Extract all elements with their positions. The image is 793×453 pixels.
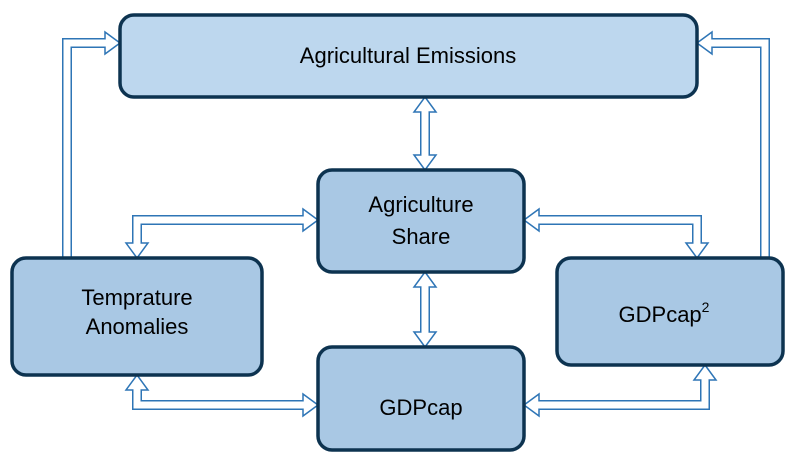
arrow [684,242,710,260]
arrow [537,216,701,245]
arrow [695,30,713,56]
node-label: Share [392,224,451,249]
arrow [412,154,438,172]
arrow [124,242,150,260]
arrow [62,38,105,258]
arrow [302,392,320,418]
arrow [133,216,305,245]
node-label: Anomalies [86,314,189,339]
node-box [10,256,264,377]
arrow [133,388,305,409]
arrow [537,378,709,409]
arrow [412,95,438,113]
arrow [712,38,770,258]
node-box [316,345,526,452]
arrow [63,39,107,258]
arrow [412,270,438,288]
node-label: GDPcap2 [619,299,710,327]
node-label: GDPcap [379,395,462,420]
arrow [412,331,438,349]
arrow [302,207,320,233]
node-box [555,256,785,367]
arrow [522,207,540,233]
node-label: Temprature [81,285,192,310]
arrow [124,373,150,391]
node-label-sup: 2 [702,299,710,315]
arrows [62,30,770,418]
node-label: Agriculture [368,192,473,217]
node-label-main: GDPcap [619,302,702,327]
arrow [692,363,718,381]
node-box [316,168,526,274]
node-box [118,13,699,99]
arrow [539,380,710,410]
arrow [522,392,540,418]
arrow [104,30,122,56]
arrow [710,39,769,258]
node-label: Agricultural Emissions [300,43,516,68]
